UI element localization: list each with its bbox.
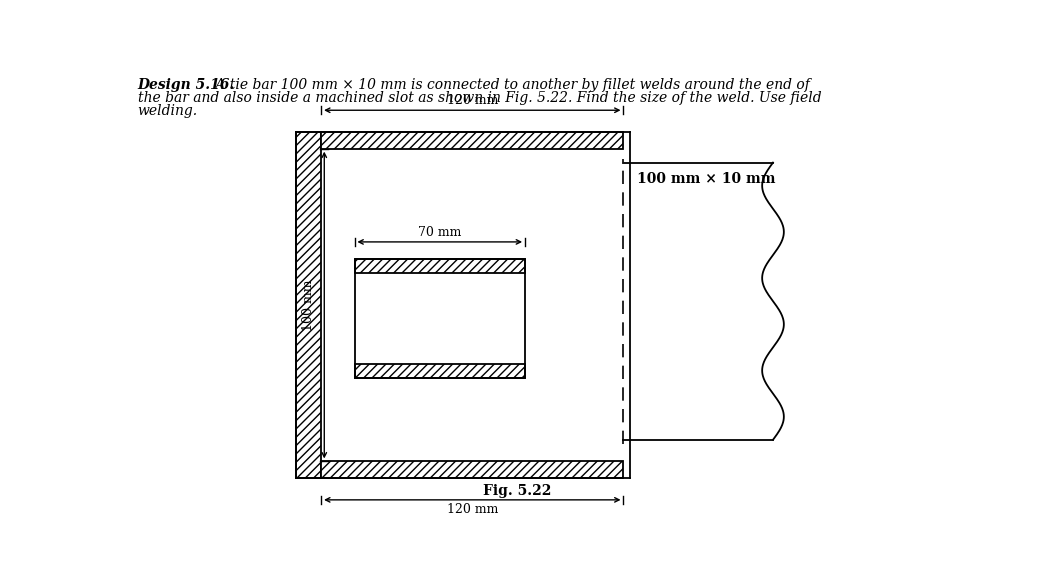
Text: A tie bar 100 mm × 10 mm is connected to another by fillet welds around the end : A tie bar 100 mm × 10 mm is connected to…	[211, 78, 810, 92]
Polygon shape	[297, 132, 321, 479]
Polygon shape	[321, 132, 624, 149]
Polygon shape	[321, 462, 624, 479]
Polygon shape	[355, 364, 525, 378]
Text: 120 mm: 120 mm	[446, 94, 498, 107]
Text: Fig. 5.22: Fig. 5.22	[483, 484, 551, 498]
Text: the bar and also inside a machined slot as shown in Fig. 5.22. Find the size of : the bar and also inside a machined slot …	[137, 91, 821, 105]
Text: 120 mm: 120 mm	[446, 503, 498, 516]
Text: 100 mm × 10 mm: 100 mm × 10 mm	[637, 172, 775, 186]
Text: Design 5.16.: Design 5.16.	[137, 78, 235, 92]
Text: welding.: welding.	[137, 104, 197, 118]
Text: 100 mm: 100 mm	[302, 279, 315, 331]
Polygon shape	[355, 259, 525, 273]
Text: 70 mm: 70 mm	[418, 226, 462, 239]
